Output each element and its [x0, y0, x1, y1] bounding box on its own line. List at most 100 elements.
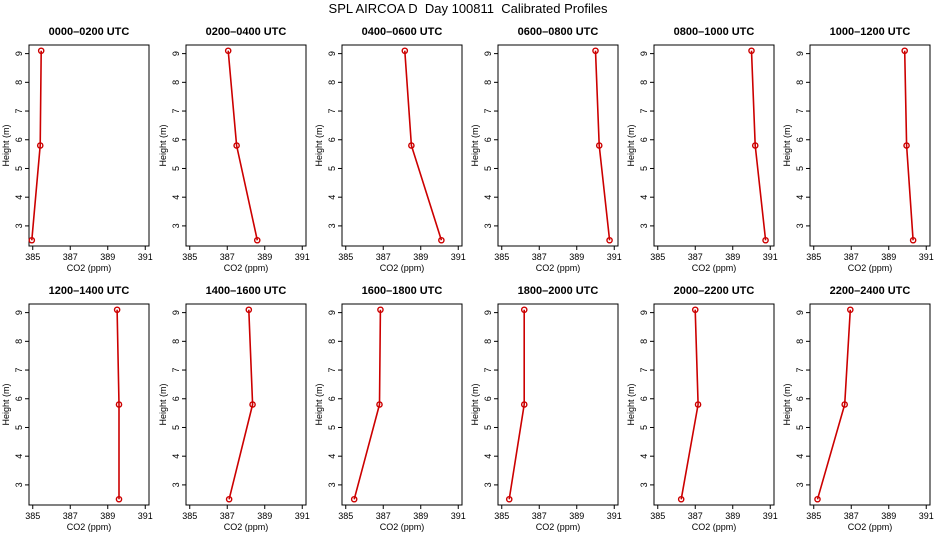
y-axis-label: Height (m)	[158, 124, 168, 166]
y-tick-label: 4	[171, 454, 181, 459]
y-tick-label: 8	[795, 339, 805, 344]
y-tick-label: 3	[483, 223, 493, 228]
panel-12: 2200–2400 UTC 385 387 389 391 CO2 (ppm) 3 4 5 6 7 8…	[782, 285, 934, 532]
x-tick-label: 387	[63, 252, 78, 262]
y-tick-label: 5	[14, 166, 24, 171]
x-axis-label: CO2 (ppm)	[536, 522, 581, 532]
data-point	[115, 495, 123, 503]
y-tick-label: 9	[795, 310, 805, 315]
x-axis-label: CO2 (ppm)	[848, 522, 893, 532]
y-tick-label: 4	[327, 454, 337, 459]
y-tick-label: 6	[171, 396, 181, 401]
x-tick-label: 385	[25, 511, 40, 521]
y-tick-label: 3	[327, 482, 337, 487]
data-point	[694, 401, 702, 408]
profile-line	[31, 50, 42, 241]
y-tick-label: 5	[483, 425, 493, 430]
y-tick-label: 7	[327, 109, 337, 114]
data-point	[438, 236, 445, 244]
x-tick-label: 385	[650, 252, 665, 262]
y-tick-label: 4	[639, 454, 649, 459]
panel-title: 0000–0200 UTC	[49, 26, 130, 38]
x-axis-label: CO2 (ppm)	[67, 522, 112, 532]
x-tick-label: 391	[763, 252, 778, 262]
data-point	[677, 495, 685, 503]
data-point	[909, 236, 917, 244]
y-tick-label: 6	[483, 137, 493, 142]
data-point	[847, 306, 854, 314]
plot-frame	[185, 303, 307, 506]
panel-title: 2200–2400 UTC	[830, 285, 911, 297]
x-tick-label: 387	[844, 511, 859, 521]
panel-title: 1400–1600 UTC	[206, 285, 287, 297]
data-point	[224, 47, 232, 55]
data-point	[762, 236, 769, 244]
y-axis-label: Height (m)	[782, 124, 792, 166]
plot-frame	[809, 303, 931, 506]
data-point	[37, 47, 45, 55]
y-tick-label: 5	[639, 166, 649, 171]
y-tick-label: 4	[483, 195, 493, 200]
y-axis-label: Height (m)	[782, 383, 792, 425]
x-tick-label: 385	[338, 252, 353, 262]
x-axis-label: CO2 (ppm)	[692, 263, 737, 273]
data-point	[903, 142, 910, 149]
y-axis-label: Height (m)	[1, 383, 11, 425]
data-point	[377, 306, 384, 314]
x-tick-label: 385	[806, 511, 821, 521]
y-tick-label: 8	[171, 80, 181, 85]
plot-frame	[28, 303, 150, 506]
y-tick-label: 7	[327, 368, 337, 373]
y-tick-label: 4	[795, 195, 805, 200]
y-tick-label: 4	[795, 454, 805, 459]
x-tick-label: 391	[295, 252, 310, 262]
x-tick-label: 389	[881, 511, 896, 521]
y-tick-label: 9	[327, 310, 337, 315]
data-point	[751, 142, 759, 149]
y-tick-label: 8	[639, 339, 649, 344]
panel-1: 0000–0200 UTC 385 387 389 391 CO2 (ppm) 3 4 5 6 7 8…	[1, 26, 153, 273]
y-tick-label: 3	[171, 223, 181, 228]
profile-line	[228, 309, 254, 500]
data-point	[520, 401, 528, 408]
y-axis-label: Height (m)	[626, 124, 636, 166]
x-tick-label: 385	[494, 252, 509, 262]
profile-line	[816, 309, 852, 500]
panel-2: 0200–0400 UTC 385 387 389 391 CO2 (ppm) 3 4 5 6 7 8…	[158, 26, 310, 273]
data-point	[249, 401, 256, 408]
y-tick-label: 4	[171, 195, 181, 200]
x-tick-label: 389	[725, 511, 740, 521]
x-tick-label: 389	[881, 252, 896, 262]
y-tick-label: 5	[483, 166, 493, 171]
panel-3: 0400–0600 UTC 385 387 389 391 CO2 (ppm) 3 4 5 6 7 8…	[314, 26, 466, 273]
x-tick-label: 391	[919, 511, 934, 521]
y-tick-label: 8	[639, 80, 649, 85]
data-point	[408, 142, 415, 149]
x-axis-label: CO2 (ppm)	[380, 263, 425, 273]
x-tick-label: 389	[100, 252, 115, 262]
panel-title: 1600–1800 UTC	[362, 285, 443, 297]
y-tick-label: 7	[795, 109, 805, 114]
y-tick-label: 3	[795, 482, 805, 487]
profile-line	[594, 50, 611, 241]
y-tick-label: 9	[171, 51, 181, 56]
x-tick-label: 387	[844, 252, 859, 262]
x-tick-label: 391	[607, 252, 622, 262]
y-tick-label: 9	[14, 51, 24, 56]
y-tick-label: 9	[639, 310, 649, 315]
y-tick-label: 9	[483, 51, 493, 56]
plot-frame	[185, 44, 307, 247]
x-axis-label: CO2 (ppm)	[380, 522, 425, 532]
x-tick-label: 389	[569, 511, 584, 521]
y-tick-label: 7	[639, 109, 649, 114]
x-tick-label: 387	[688, 511, 703, 521]
plot-frame	[809, 44, 931, 247]
x-tick-label: 387	[532, 252, 547, 262]
y-tick-label: 4	[639, 195, 649, 200]
plot-frame	[497, 303, 619, 506]
y-tick-label: 6	[483, 396, 493, 401]
panel-9: 1600–1800 UTC 385 387 389 391 CO2 (ppm) 3 4 5 6 7 8…	[314, 285, 466, 532]
panel-11: 2000–2200 UTC 385 387 389 391 CO2 (ppm) 3 4 5 6 7 8…	[626, 285, 778, 532]
y-axis-label: Height (m)	[1, 124, 11, 166]
data-point	[814, 495, 821, 503]
